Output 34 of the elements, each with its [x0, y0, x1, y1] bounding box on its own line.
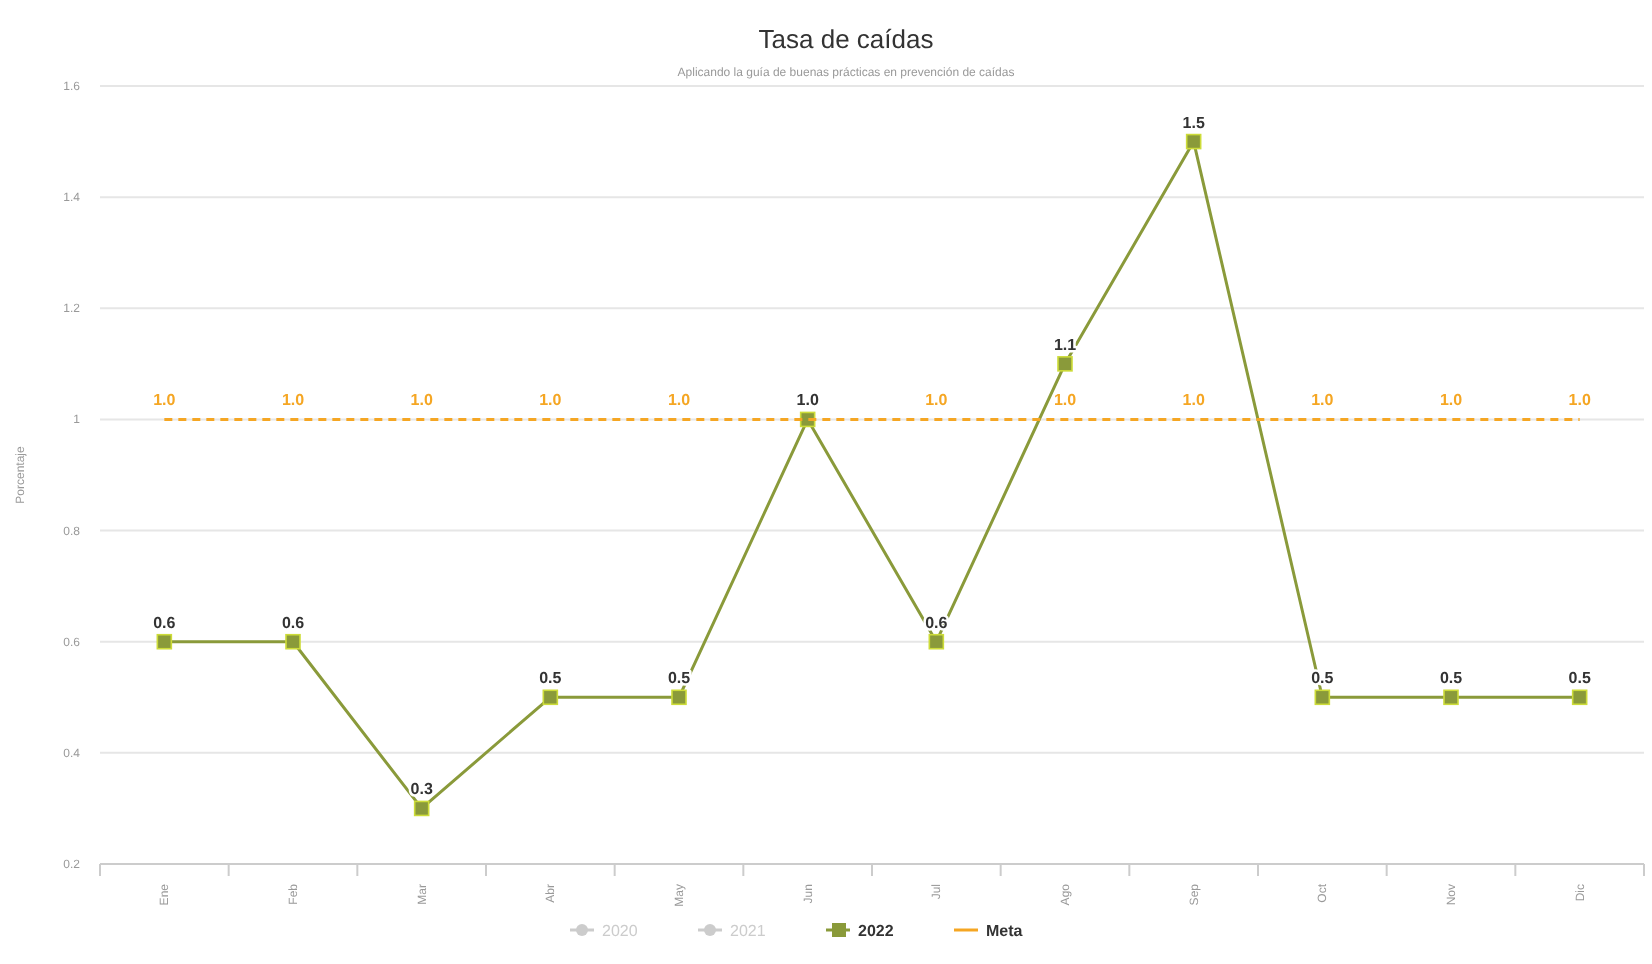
- point: [1571, 689, 1588, 706]
- data-label: 1.0: [925, 391, 949, 410]
- data-label: 1.0: [539, 391, 563, 410]
- data-label: 1.0: [1311, 391, 1335, 410]
- data-label: 0.5: [1439, 669, 1464, 688]
- point: [1057, 356, 1073, 372]
- point: [285, 633, 301, 650]
- point: [928, 633, 945, 650]
- data-label: 1.5: [1182, 113, 1206, 132]
- data-label: 0.5: [1568, 669, 1592, 688]
- data-label: 0.6: [153, 613, 177, 632]
- point: [671, 689, 687, 706]
- data-label: 1.0: [153, 391, 177, 410]
- data-label: 1.0: [1568, 391, 1592, 410]
- data-label: 1.0: [667, 391, 692, 410]
- legend-label: Meta: [986, 922, 1024, 940]
- chart-title: Tasa de caídas: [758, 24, 935, 54]
- data-label: 0.3: [410, 780, 434, 799]
- data-label: 1.1: [1053, 335, 1078, 354]
- legend-label: 2022: [858, 922, 895, 940]
- data-label: 1.0: [1182, 391, 1206, 410]
- point: [156, 633, 173, 650]
- data-label: 1.0: [796, 391, 820, 410]
- point: [1185, 133, 1202, 150]
- data-label: 1.0: [410, 391, 434, 410]
- point: [1314, 689, 1331, 706]
- point: [1443, 689, 1459, 706]
- data-label: 0.5: [539, 669, 563, 688]
- data-label: 1.0: [1439, 391, 1464, 410]
- data-label: 1.0: [1053, 391, 1078, 410]
- point: [542, 689, 559, 706]
- data-label: 0.6: [281, 613, 306, 632]
- data-label: 1.0: [281, 391, 306, 410]
- point: [413, 800, 430, 817]
